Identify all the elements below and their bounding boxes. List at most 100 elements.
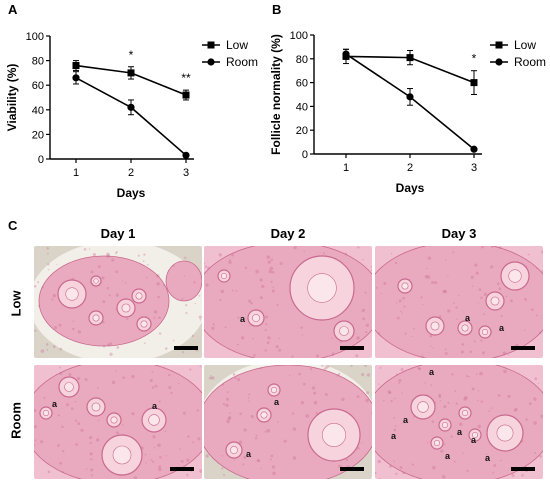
cell-nucleus xyxy=(70,407,74,410)
atretic-follicle-label: a xyxy=(499,323,505,333)
cell-nucleus xyxy=(471,387,475,391)
legend-label-room: Room xyxy=(226,55,258,69)
x-tick-label: 2 xyxy=(128,167,134,179)
cell-nucleus xyxy=(502,351,507,356)
cell-nucleus xyxy=(180,459,184,463)
cell-nucleus xyxy=(172,339,175,342)
y-tick-label: 40 xyxy=(296,101,308,113)
cell-nucleus xyxy=(493,464,497,467)
cell-nucleus xyxy=(84,378,88,381)
atretic-follicle-label: a xyxy=(485,453,491,463)
cell-nucleus xyxy=(447,309,451,313)
column-header-day-1: Day 1 xyxy=(100,226,136,241)
cell-nucleus xyxy=(47,252,49,255)
cell-nucleus xyxy=(364,365,367,367)
cell-nucleus xyxy=(51,298,54,301)
cell-nucleus xyxy=(59,366,61,369)
cell-nucleus xyxy=(98,419,100,422)
cell-nucleus xyxy=(539,454,542,458)
oocyte xyxy=(230,446,238,454)
oocyte xyxy=(307,273,337,303)
cell-nucleus xyxy=(380,292,383,295)
cell-nucleus xyxy=(152,435,156,439)
cell-nucleus xyxy=(403,305,406,308)
cell-nucleus xyxy=(514,407,518,412)
cell-nucleus xyxy=(76,376,81,381)
cell-nucleus xyxy=(172,264,175,267)
cell-nucleus xyxy=(303,382,306,386)
y-tick-label: 100 xyxy=(290,30,308,42)
cell-nucleus xyxy=(231,289,234,292)
cell-nucleus xyxy=(260,367,262,370)
cell-nucleus xyxy=(480,400,484,403)
cell-nucleus xyxy=(111,258,115,262)
cell-nucleus xyxy=(106,252,110,257)
cell-nucleus xyxy=(471,285,474,288)
cell-nucleus xyxy=(278,337,281,340)
cell-nucleus xyxy=(268,269,272,274)
cell-nucleus xyxy=(40,440,44,444)
cell-nucleus xyxy=(122,424,124,426)
x-tick-label: 3 xyxy=(183,167,189,179)
cell-nucleus xyxy=(272,471,276,476)
cell-nucleus xyxy=(538,331,542,334)
cell-nucleus xyxy=(229,412,232,415)
cell-nucleus xyxy=(427,442,429,444)
cell-nucleus xyxy=(184,256,187,259)
atretic-follicle-label: a xyxy=(445,451,451,461)
cell-nucleus xyxy=(157,443,161,448)
cell-nucleus xyxy=(388,464,392,468)
cell-nucleus xyxy=(508,354,510,356)
atretic-follicle-label: a xyxy=(465,313,471,323)
cell-nucleus xyxy=(396,316,400,320)
cell-nucleus xyxy=(527,253,530,256)
cell-nucleus xyxy=(377,459,381,464)
cell-nucleus xyxy=(275,345,279,349)
cell-nucleus xyxy=(232,372,236,376)
cell-nucleus xyxy=(429,334,433,338)
cell-nucleus xyxy=(464,395,468,400)
cell-nucleus xyxy=(238,440,243,444)
cell-nucleus xyxy=(413,327,415,330)
cell-nucleus xyxy=(531,308,534,311)
cell-nucleus xyxy=(492,471,494,474)
panel-letter-c: C xyxy=(8,218,18,233)
cell-nucleus xyxy=(47,263,50,266)
oocyte xyxy=(461,324,469,332)
cell-nucleus xyxy=(131,412,135,416)
cell-nucleus xyxy=(183,274,186,277)
column-header-day-2: Day 2 xyxy=(270,226,306,241)
cell-nucleus xyxy=(365,323,370,327)
cell-nucleus xyxy=(243,455,247,459)
cell-nucleus xyxy=(115,270,119,274)
micrograph-low-day-1 xyxy=(34,246,202,358)
y-tick-label: 20 xyxy=(296,125,308,137)
legend-marker xyxy=(495,41,503,49)
cell-nucleus xyxy=(89,441,92,445)
x-axis-label: Days xyxy=(396,181,425,195)
cell-nucleus xyxy=(37,281,40,284)
cell-nucleus xyxy=(266,255,270,259)
cell-nucleus xyxy=(96,387,99,389)
scale-bar xyxy=(174,346,198,350)
cell-nucleus xyxy=(400,368,404,372)
cell-nucleus xyxy=(292,412,295,415)
cell-nucleus xyxy=(320,365,324,367)
cell-nucleus xyxy=(401,392,403,394)
cell-nucleus xyxy=(438,395,442,399)
cell-nucleus xyxy=(189,368,192,371)
cell-nucleus xyxy=(503,369,507,374)
cell-nucleus xyxy=(315,412,318,415)
x-tick-label: 3 xyxy=(471,162,477,174)
cell-nucleus xyxy=(478,288,482,291)
cell-nucleus xyxy=(427,256,432,260)
cell-nucleus xyxy=(144,342,146,345)
cell-nucleus xyxy=(541,270,543,273)
cell-nucleus xyxy=(271,465,276,469)
cell-nucleus xyxy=(498,287,502,290)
cell-nucleus xyxy=(199,319,202,321)
cell-nucleus xyxy=(278,348,282,352)
legend-label-room: Room xyxy=(514,55,546,69)
cell-nucleus xyxy=(536,267,538,270)
